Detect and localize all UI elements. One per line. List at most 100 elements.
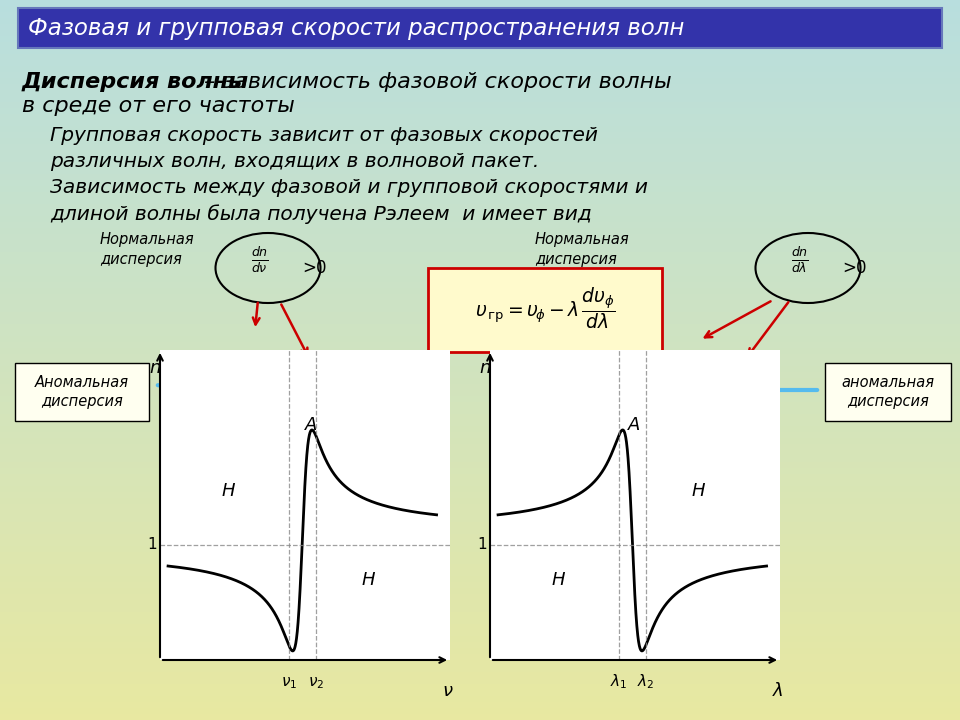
Bar <box>0 420 960 426</box>
Bar <box>0 90 960 96</box>
Bar <box>0 576 960 582</box>
Bar <box>0 306 960 312</box>
Bar <box>0 654 960 660</box>
Bar <box>0 78 960 84</box>
Bar <box>0 510 960 516</box>
Bar <box>0 642 960 648</box>
Bar <box>0 324 960 330</box>
Text: $\frac{dn}{d\lambda}$: $\frac{dn}{d\lambda}$ <box>791 246 809 275</box>
Bar <box>0 108 960 114</box>
Text: 1: 1 <box>477 537 487 552</box>
FancyBboxPatch shape <box>428 268 662 352</box>
Bar <box>0 546 960 552</box>
Bar <box>0 96 960 102</box>
Bar <box>0 240 960 246</box>
Bar <box>0 402 960 408</box>
Bar <box>0 60 960 66</box>
Bar <box>0 684 960 690</box>
Bar <box>0 270 960 276</box>
Bar <box>0 384 960 390</box>
Bar <box>0 612 960 618</box>
Bar <box>0 354 960 360</box>
Bar <box>0 192 960 198</box>
Bar <box>0 558 960 564</box>
Text: H: H <box>552 571 565 589</box>
Text: $\frac{dn}{d\nu}$: $\frac{dn}{d\nu}$ <box>251 246 269 275</box>
Bar <box>0 162 960 168</box>
Bar <box>0 252 960 258</box>
Bar <box>0 438 960 444</box>
Bar <box>0 366 960 372</box>
Bar <box>0 648 960 654</box>
Bar <box>0 414 960 420</box>
Bar <box>0 516 960 522</box>
Bar <box>0 288 960 294</box>
Bar <box>0 258 960 264</box>
Text: n: n <box>149 359 160 377</box>
Bar <box>0 474 960 480</box>
Bar <box>0 126 960 132</box>
Bar <box>0 630 960 636</box>
Bar <box>0 138 960 144</box>
Bar <box>0 462 960 468</box>
Bar <box>0 24 960 30</box>
Bar <box>0 54 960 60</box>
Bar <box>0 234 960 240</box>
Bar <box>0 342 960 348</box>
Bar <box>0 48 960 54</box>
Bar <box>0 540 960 546</box>
Text: Групповая скорость зависит от фазовых скоростей: Групповая скорость зависит от фазовых ск… <box>50 126 598 145</box>
Bar <box>0 348 960 354</box>
Bar <box>0 18 960 24</box>
Bar <box>0 534 960 540</box>
Bar <box>0 222 960 228</box>
Bar <box>0 330 960 336</box>
Text: в среде от его частоты: в среде от его частоты <box>22 96 295 116</box>
Text: $\lambda$: $\lambda$ <box>772 682 783 700</box>
Bar <box>0 396 960 402</box>
Bar <box>0 624 960 630</box>
Bar <box>0 690 960 696</box>
Text: $\lambda_1$: $\lambda_1$ <box>611 672 628 691</box>
Bar <box>0 72 960 78</box>
Bar <box>0 456 960 462</box>
Text: Нормальная
дисперсия: Нормальная дисперсия <box>535 232 630 267</box>
Bar <box>0 198 960 204</box>
Bar <box>0 672 960 678</box>
Bar <box>0 0 960 6</box>
Text: H: H <box>222 482 235 500</box>
Text: – зависимость фазовой скорости волны: – зависимость фазовой скорости волны <box>197 72 672 92</box>
Bar <box>0 84 960 90</box>
Bar <box>0 276 960 282</box>
Bar <box>0 450 960 456</box>
Bar <box>0 588 960 594</box>
Bar <box>0 660 960 666</box>
Bar <box>0 168 960 174</box>
Text: Фазовая и групповая скорости распространения волн: Фазовая и групповая скорости распростран… <box>28 17 684 40</box>
Bar <box>0 282 960 288</box>
Bar <box>0 378 960 384</box>
Bar <box>0 114 960 120</box>
Bar <box>0 570 960 576</box>
Text: >0: >0 <box>842 259 867 277</box>
Text: A: A <box>628 415 640 433</box>
Bar <box>0 318 960 324</box>
Bar <box>0 150 960 156</box>
Text: $\nu$: $\nu$ <box>442 682 453 700</box>
Bar <box>0 636 960 642</box>
FancyBboxPatch shape <box>18 8 942 48</box>
Bar <box>0 486 960 492</box>
Bar <box>0 264 960 270</box>
Bar <box>0 12 960 18</box>
Bar <box>0 528 960 534</box>
Bar <box>0 714 960 720</box>
Bar <box>0 426 960 432</box>
Bar <box>0 120 960 126</box>
Text: >0: >0 <box>302 259 326 277</box>
Bar <box>0 600 960 606</box>
Bar <box>0 210 960 216</box>
FancyBboxPatch shape <box>15 363 149 421</box>
Bar <box>0 144 960 150</box>
Bar <box>0 36 960 42</box>
Bar <box>0 432 960 438</box>
